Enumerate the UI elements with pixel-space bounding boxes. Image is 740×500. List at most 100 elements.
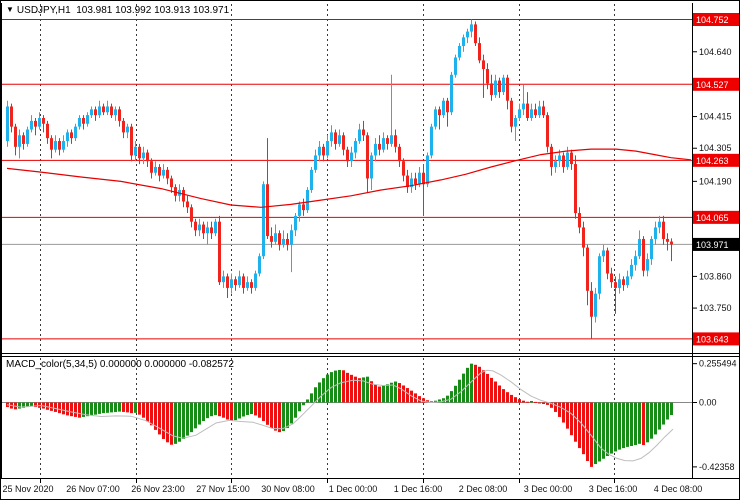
macd-bar-down xyxy=(482,370,485,403)
candle-down xyxy=(278,233,281,245)
candle-up xyxy=(566,152,569,167)
candle-up xyxy=(618,279,621,288)
candle-down xyxy=(578,213,581,228)
candle-down xyxy=(642,238,645,271)
macd-bar-up xyxy=(650,402,653,439)
candle-up xyxy=(434,109,437,127)
macd-bar-up xyxy=(338,369,341,403)
macd-bar-down xyxy=(258,402,261,418)
macd-bar-down xyxy=(518,399,521,403)
candle-up xyxy=(274,233,277,242)
macd-bar-up xyxy=(118,402,121,412)
macd-bar-up xyxy=(26,402,29,408)
macd-bar-up xyxy=(314,387,317,403)
macd-bar-down xyxy=(478,366,481,403)
candle-up xyxy=(262,184,265,257)
macd-bar-up xyxy=(190,402,193,433)
macd-bar-down xyxy=(578,402,581,449)
candle-up xyxy=(338,135,341,144)
candle-up xyxy=(638,238,641,257)
macd-bar-down xyxy=(370,381,373,403)
macd-bar-down xyxy=(422,398,425,403)
panel-borders xyxy=(1,3,739,479)
price-level-badge-label: 104.752 xyxy=(696,15,729,25)
candle-up xyxy=(198,224,201,231)
macd-bar-up xyxy=(434,400,437,403)
macd-bar-down xyxy=(154,402,157,430)
macd-bar-down xyxy=(162,402,165,439)
macd-bar-down xyxy=(122,402,125,412)
time-axis-label: 3 Dec 00:00 xyxy=(524,484,573,494)
candles xyxy=(6,19,673,339)
macd-bar-up xyxy=(206,402,209,419)
macd-bar-down xyxy=(410,390,413,403)
macd-bar-up xyxy=(662,402,665,425)
candle-down xyxy=(46,123,49,139)
macd-indicator-label: MACD_color(5,34,5) 0.000000 0.000000 -0.… xyxy=(6,359,234,370)
macd-bar-down xyxy=(126,402,129,413)
candle-up xyxy=(470,24,473,32)
macd-bar-up xyxy=(242,402,245,417)
candle-down xyxy=(386,138,389,144)
symbol-period-label: USDJPY,H1 xyxy=(16,5,71,16)
macd-bar-down xyxy=(142,402,145,418)
candle-down xyxy=(438,109,441,116)
candle-down xyxy=(534,109,537,116)
candle-up xyxy=(290,230,293,245)
candle-down xyxy=(302,204,305,211)
macd-bar-up xyxy=(178,402,181,442)
candle-up xyxy=(558,155,561,162)
time-axis-label: 3 Dec 16:00 xyxy=(589,484,638,494)
candle-up xyxy=(430,126,433,156)
price-level-badge xyxy=(693,77,739,91)
candle-down xyxy=(342,135,345,150)
candle-up xyxy=(494,80,497,95)
macd-bar-up xyxy=(306,399,309,403)
candle-down xyxy=(194,221,197,231)
candle-up xyxy=(602,250,605,257)
candle-up xyxy=(154,166,157,173)
candle-down xyxy=(550,146,553,167)
macd-bar-down xyxy=(342,370,345,403)
candle-up xyxy=(522,103,525,110)
candle-down xyxy=(506,77,509,101)
candle-down xyxy=(610,273,613,283)
candle-up xyxy=(98,106,101,116)
macd-bar-up xyxy=(198,402,201,425)
macd-bar-up xyxy=(594,402,597,465)
candle-up xyxy=(38,117,41,127)
candle-down xyxy=(378,143,381,150)
candle-down xyxy=(510,100,513,127)
macd-bar-up xyxy=(618,402,621,450)
candle-down xyxy=(562,155,565,167)
macd-bar-down xyxy=(502,389,505,403)
candle-down xyxy=(546,115,549,147)
candle-down xyxy=(210,227,213,234)
candle-up xyxy=(426,155,429,185)
candle-down xyxy=(394,135,397,147)
candle-up xyxy=(318,146,321,156)
macd-bar-up xyxy=(438,399,441,403)
candle-down xyxy=(346,149,349,162)
candle-down xyxy=(486,69,489,84)
candle-up xyxy=(634,256,637,265)
price-tick-label: 104.190 xyxy=(699,176,732,186)
price-level-badge xyxy=(693,332,739,346)
candle-down xyxy=(166,169,169,179)
time-axis: 25 Nov 2020 26 Nov 07:00 26 Nov 23:00 27 No… xyxy=(2,484,702,494)
time-axis-label: 26 Nov 07:00 xyxy=(66,484,120,494)
macd-bar-up xyxy=(382,385,385,403)
candle-down xyxy=(94,109,97,116)
macd-bar-down xyxy=(270,402,273,429)
macd-bar-up xyxy=(82,402,85,417)
time-axis-label: 26 Nov 23:00 xyxy=(131,484,185,494)
candle-down xyxy=(670,241,673,245)
candle-up xyxy=(206,227,209,234)
candle-up xyxy=(354,141,357,153)
candle-up xyxy=(254,273,257,288)
macd-bar-down xyxy=(254,402,257,416)
macd-bar-down xyxy=(150,402,153,426)
macd-bar-down xyxy=(226,402,229,420)
time-axis-label: 4 Dec 08:00 xyxy=(654,484,703,494)
